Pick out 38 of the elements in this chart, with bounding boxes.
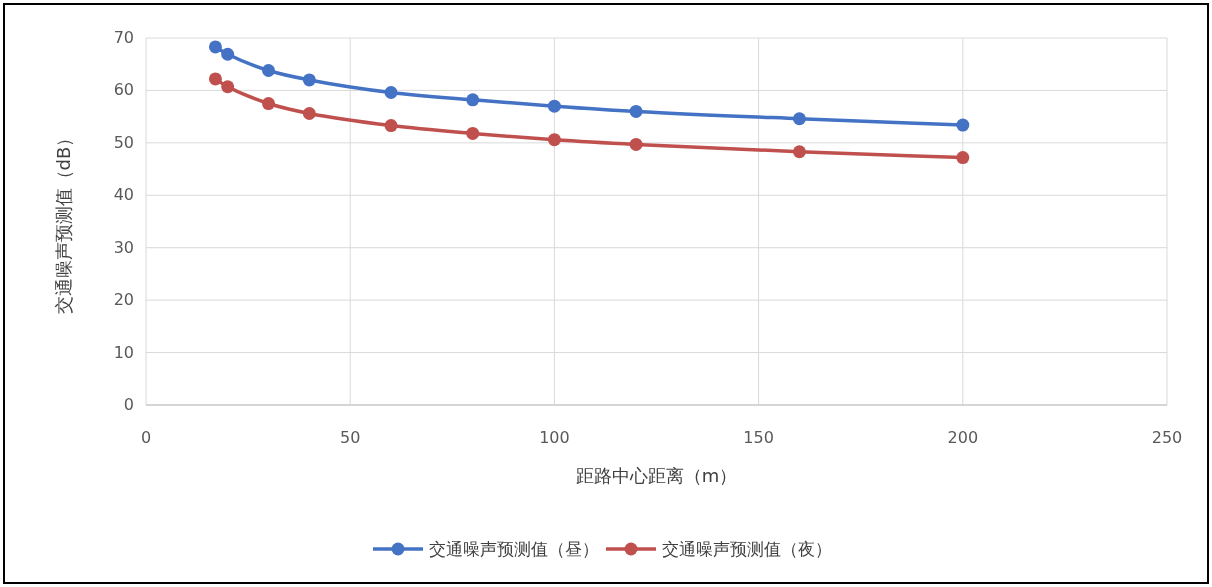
point (221, 47, 235, 61)
x-tick-label: 250 (1151, 428, 1183, 447)
y-tick-label: 30 (113, 237, 134, 257)
y-tick-label: 50 (113, 132, 134, 152)
point (547, 133, 561, 147)
point (466, 126, 480, 140)
y-axis-title: 交通噪声预测值（dB） (53, 128, 74, 315)
x-tick-label: 50 (340, 428, 361, 447)
x-tick-label: 150 (743, 428, 774, 447)
legend-label: 交通噪声预测值（夜） (662, 539, 832, 559)
y-tick-label: 60 (113, 80, 134, 100)
point (302, 73, 316, 87)
point (262, 97, 276, 111)
point (629, 137, 643, 151)
point (208, 72, 222, 86)
point (792, 112, 806, 126)
x-axis-title: 距路中心距离（m） (575, 465, 738, 486)
point (792, 145, 806, 159)
point (466, 93, 480, 107)
x-tick-label: 200 (947, 428, 979, 447)
point (221, 80, 235, 94)
y-tick-label: 0 (123, 395, 134, 414)
point (629, 104, 643, 118)
point (302, 107, 316, 120)
y-tick-label: 70 (113, 28, 134, 47)
point (208, 40, 222, 54)
point (956, 118, 970, 132)
y-tick-label: 10 (113, 342, 134, 362)
x-tick-label: 0 (140, 428, 152, 447)
x-tick-label: 100 (539, 428, 570, 447)
y-tick-label: 20 (113, 290, 134, 310)
y-tick-label: 40 (113, 185, 134, 205)
point (384, 119, 398, 133)
point (547, 99, 561, 113)
point (262, 64, 276, 78)
point (384, 86, 398, 100)
point (956, 151, 970, 165)
legend-label: 交通噪声预测值（昼） (429, 539, 599, 559)
